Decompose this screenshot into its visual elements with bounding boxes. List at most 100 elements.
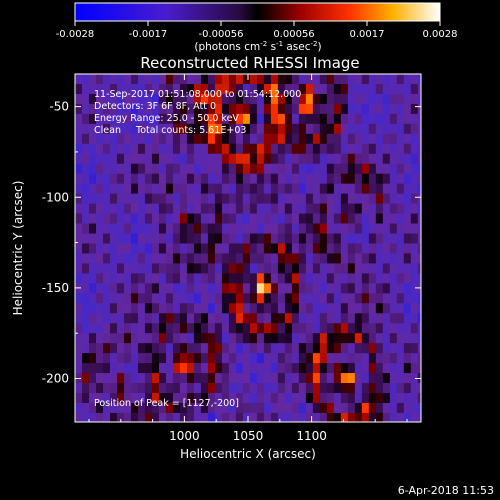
heatmap-cell [228,193,237,204]
heatmap-cell [410,402,419,414]
heatmap-cell [305,383,314,394]
heatmap-cell [319,183,328,195]
heatmap-cell [263,123,272,135]
heatmap-cell [123,83,132,95]
heatmap-cell [305,243,314,254]
heatmap-cell [82,273,90,284]
heatmap-cell [123,233,132,244]
heatmap-cell [410,223,419,234]
heatmap-cell [396,293,405,304]
heatmap-cell [368,353,377,364]
heatmap-cell [417,153,421,165]
heatmap-cell [368,333,377,344]
heatmap-cell [270,363,279,374]
heatmap-cell [375,74,384,85]
heatmap-cell [417,273,421,284]
heatmap-cell [326,193,335,204]
heatmap-cell [207,113,216,125]
heatmap-cell [340,363,349,374]
heatmap-cell [277,223,286,234]
heatmap-cell [361,383,370,394]
heatmap-cell [186,163,195,175]
heatmap-cell [354,293,363,304]
heatmap-cell [410,103,419,115]
heatmap-cell [361,233,370,244]
heatmap-cell [123,143,132,155]
heatmap-cell [382,412,391,422]
heatmap-cell [75,233,83,244]
heatmap-cell [123,223,132,234]
heatmap-cell [270,343,279,354]
heatmap-cell [116,123,125,135]
heatmap-cell [403,103,412,115]
heatmap-cell [82,263,90,274]
heatmap-cell [130,293,139,304]
heatmap-cell [298,83,307,95]
colorbar-tick-label: 0.0017 [350,29,385,40]
heatmap-cell [375,353,384,364]
heatmap-cell [214,213,223,224]
heatmap-cell [312,383,321,394]
heatmap-cell [144,263,153,274]
heatmap-cell [186,113,195,125]
heatmap-cell [333,333,342,344]
heatmap-cell [200,333,209,344]
heatmap-cell [109,293,118,304]
heatmap-cell [130,153,139,165]
heatmap-cell [277,313,286,324]
heatmap-cell [312,183,321,195]
heatmap-cell [305,353,314,364]
heatmap-cell [130,402,139,414]
heatmap-cell [417,303,421,314]
heatmap-cell [144,223,153,234]
heatmap-cell [207,83,216,95]
heatmap-cell [361,373,370,384]
heatmap-cell [347,243,356,254]
heatmap-cell [172,163,181,175]
heatmap-cell [298,323,307,334]
heatmap-cell [179,273,188,284]
heatmap-cell [417,74,421,85]
heatmap-cell [109,393,118,404]
heatmap-cell [165,253,174,264]
y-tick-label: -150 [42,281,69,295]
heatmap-cell [242,313,251,324]
heatmap-cell [200,283,209,294]
heatmap-cell [270,103,279,115]
heatmap-cell [333,283,342,294]
heatmap-cell [200,323,209,334]
heatmap-cell [207,363,216,374]
heatmap-cell [284,74,293,85]
heatmap-cell [417,143,421,155]
heatmap-cell [249,412,258,422]
heatmap-cell [214,233,223,244]
heatmap-cell [242,373,251,384]
heatmap-cell [242,213,251,224]
heatmap-cell [193,273,202,284]
heatmap-cell [193,353,202,364]
heatmap-cell [263,203,272,214]
heatmap-cell [396,273,405,284]
heatmap-cell [298,173,307,185]
heatmap-cell [382,293,391,304]
heatmap-cell [123,103,132,115]
heatmap-cell [263,343,272,354]
heatmap-cell [186,83,195,95]
heatmap-cell [319,113,328,125]
heatmap-cell [382,233,391,244]
heatmap-cell [221,153,230,165]
heatmap-cell [298,103,307,115]
heatmap-cell [403,293,412,304]
heatmap-cell [228,173,237,185]
heatmap-cell [228,363,237,374]
heatmap-cell [347,313,356,324]
heatmap-cell [116,203,125,214]
heatmap-cell [298,163,307,175]
heatmap-cell [221,143,230,155]
heatmap-cell [410,123,419,135]
heatmap-cell [95,253,104,264]
heatmap-cell [410,203,419,214]
heatmap-cell [179,313,188,324]
heatmap-cell [354,213,363,224]
heatmap-cell [221,303,230,314]
